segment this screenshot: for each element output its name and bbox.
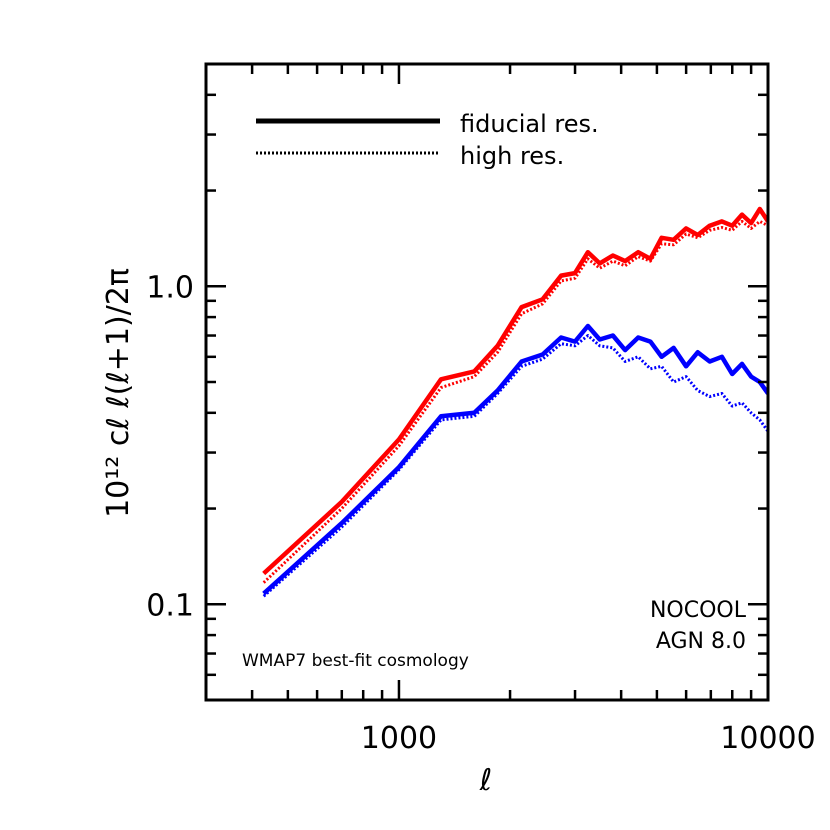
- x-axis-label: ℓ: [479, 763, 492, 798]
- y-tick-label: 0.1: [146, 588, 194, 623]
- y-axis-label: 10¹² cℓ ℓ(ℓ+1)/2π: [101, 268, 136, 518]
- series-label-agn: AGN 8.0: [656, 629, 746, 654]
- linestyle-legend: fiducial res. high res.: [256, 110, 599, 170]
- legend-solid-label: fiducial res.: [460, 110, 599, 138]
- series-label-nocool: NOCOOL: [650, 598, 747, 623]
- tick-labels: 1000 10000 0.1 1.0: [146, 270, 815, 756]
- data-layer: [262, 206, 768, 598]
- axis-ticks: [204, 62, 770, 702]
- series-line-nocool-solid: [262, 206, 768, 576]
- x-tick-label: 10000: [720, 721, 815, 756]
- cosmology-annotation: WMAP7 best-fit cosmology: [242, 651, 469, 671]
- series-line-agn-8-0-solid: [262, 323, 768, 596]
- series-line-agn-8-0-dotted: [262, 334, 768, 598]
- x-tick-label: 1000: [361, 721, 437, 756]
- legend-dotted-label: high res.: [460, 142, 564, 170]
- y-tick-label: 1.0: [146, 270, 194, 305]
